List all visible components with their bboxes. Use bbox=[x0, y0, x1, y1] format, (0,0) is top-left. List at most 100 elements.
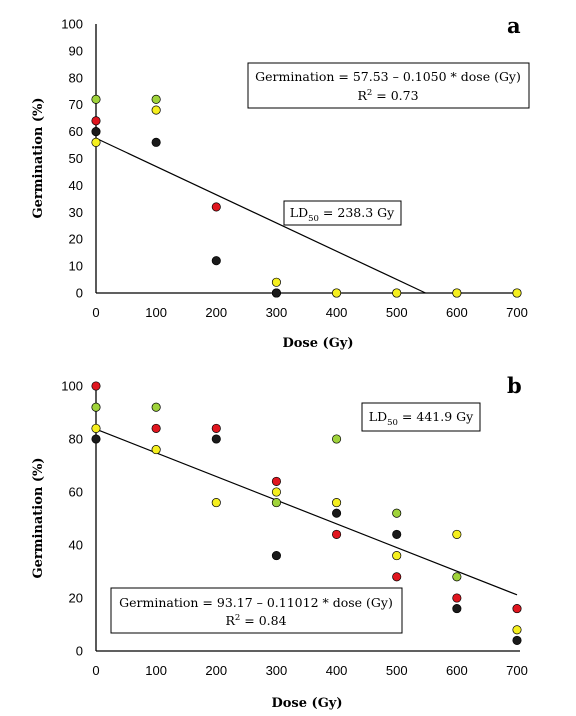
panel-b-y-title: Germination (%) bbox=[31, 457, 46, 578]
data-point-red bbox=[91, 381, 101, 391]
x-tick-label: 200 bbox=[205, 305, 227, 320]
data-point-red bbox=[271, 476, 281, 486]
panel-b-x-ticks: 0 100 200 300 400 500 600 700 bbox=[92, 663, 527, 678]
x-tick-label: 600 bbox=[446, 305, 468, 320]
data-point-green bbox=[452, 572, 462, 582]
data-point-red bbox=[211, 423, 221, 433]
panel-a-ld50-box: LD50 = 238.3 Gy bbox=[283, 200, 402, 226]
panel-b: b 0 20 40 60 80 100 0 100 200 300 400 500 600 700 LD… bbox=[31, 373, 528, 711]
y-tick-label: 60 bbox=[69, 124, 83, 139]
data-point-black bbox=[151, 137, 161, 147]
data-point-yellow bbox=[392, 288, 402, 298]
data-point-yellow bbox=[271, 487, 281, 497]
data-point-yellow bbox=[512, 288, 522, 298]
data-point-green bbox=[392, 508, 402, 518]
data-point-yellow bbox=[91, 137, 101, 147]
x-tick-label: 700 bbox=[506, 305, 528, 320]
x-tick-label: 600 bbox=[446, 663, 468, 678]
y-tick-label: 50 bbox=[69, 151, 83, 166]
data-point-red bbox=[512, 604, 522, 614]
panel-a-y-ticks: 0 10 20 30 40 50 60 70 80 90 100 bbox=[61, 17, 83, 301]
data-point-green bbox=[91, 94, 101, 104]
data-point-yellow bbox=[211, 498, 221, 508]
x-tick-label: 0 bbox=[92, 305, 99, 320]
y-tick-label: 20 bbox=[69, 232, 83, 247]
data-point-green bbox=[332, 434, 342, 444]
data-point-green bbox=[271, 498, 281, 508]
data-point-green bbox=[151, 402, 161, 412]
data-point-yellow bbox=[452, 288, 462, 298]
panel-a-y-title: Germination (%) bbox=[31, 97, 46, 218]
data-point-yellow bbox=[91, 423, 101, 433]
panel-b-fit-line bbox=[95, 428, 518, 596]
panel-b-equation-box: Germination = 93.17 – 0.11012 * dose (Gy… bbox=[110, 587, 403, 634]
y-tick-label: 100 bbox=[61, 379, 83, 394]
x-tick-label: 500 bbox=[386, 305, 408, 320]
panel-b-ld50: LD50 = 441.9 Gy bbox=[369, 409, 474, 428]
x-tick-label: 0 bbox=[92, 663, 99, 678]
y-tick-label: 90 bbox=[69, 43, 83, 58]
panel-b-r2: R2 = 0.84 bbox=[225, 613, 286, 628]
y-tick-label: 60 bbox=[69, 485, 83, 500]
data-point-red bbox=[91, 116, 101, 126]
x-tick-label: 300 bbox=[266, 663, 288, 678]
panel-a-x-title: Dose (Gy) bbox=[282, 336, 353, 351]
panel-a-points bbox=[91, 94, 522, 298]
y-tick-label: 40 bbox=[69, 538, 83, 553]
y-tick-label: 0 bbox=[76, 286, 83, 301]
x-tick-label: 100 bbox=[145, 663, 167, 678]
panel-b-letter: b bbox=[507, 373, 522, 398]
data-point-yellow bbox=[452, 529, 462, 539]
panel-b-ld50-box: LD50 = 441.9 Gy bbox=[361, 402, 481, 432]
y-tick-label: 80 bbox=[69, 70, 83, 85]
x-tick-label: 400 bbox=[326, 663, 348, 678]
data-point-black bbox=[392, 529, 402, 539]
data-point-black bbox=[271, 288, 281, 298]
data-point-green bbox=[151, 94, 161, 104]
panel-a: a 0 10 20 30 40 50 60 70 80 90 100 0 100 200 300 400 50… bbox=[31, 13, 530, 351]
data-point-black bbox=[211, 256, 221, 266]
data-point-black bbox=[271, 551, 281, 561]
panel-b-points bbox=[91, 381, 522, 645]
x-tick-label: 700 bbox=[506, 663, 528, 678]
data-point-red bbox=[452, 593, 462, 603]
data-point-black bbox=[91, 434, 101, 444]
data-point-red bbox=[151, 423, 161, 433]
x-tick-label: 500 bbox=[386, 663, 408, 678]
y-tick-label: 70 bbox=[69, 97, 83, 112]
y-tick-label: 80 bbox=[69, 432, 83, 447]
y-tick-label: 100 bbox=[61, 17, 83, 32]
data-point-yellow bbox=[332, 498, 342, 508]
panel-b-equation: Germination = 93.17 – 0.11012 * dose (Gy… bbox=[119, 595, 393, 610]
panel-a-letter: a bbox=[507, 13, 521, 38]
y-tick-label: 40 bbox=[69, 178, 83, 193]
data-point-yellow bbox=[512, 625, 522, 635]
data-point-black bbox=[91, 127, 101, 137]
panel-a-fit-line bbox=[95, 137, 426, 294]
panel-a-r2: R2 = 0.73 bbox=[357, 88, 418, 103]
data-point-yellow bbox=[271, 277, 281, 287]
y-tick-label: 20 bbox=[69, 591, 83, 606]
x-tick-label: 300 bbox=[266, 305, 288, 320]
panel-a-equation-box: Germination = 57.53 – 0.1050 * dose (Gy)… bbox=[247, 62, 530, 109]
data-point-yellow bbox=[151, 445, 161, 455]
data-point-black bbox=[512, 635, 522, 645]
panel-b-y-ticks: 0 20 40 60 80 100 bbox=[61, 379, 83, 659]
data-point-yellow bbox=[151, 105, 161, 115]
data-point-red bbox=[211, 202, 221, 212]
data-point-red bbox=[392, 572, 402, 582]
y-tick-label: 30 bbox=[69, 205, 83, 220]
x-tick-label: 100 bbox=[145, 305, 167, 320]
y-tick-label: 10 bbox=[69, 259, 83, 274]
panel-a-x-ticks: 0 100 200 300 400 500 600 700 bbox=[92, 305, 527, 320]
x-tick-label: 400 bbox=[326, 305, 348, 320]
x-tick-label: 200 bbox=[205, 663, 227, 678]
data-point-black bbox=[332, 508, 342, 518]
data-point-red bbox=[332, 529, 342, 539]
data-point-black bbox=[211, 434, 221, 444]
data-point-yellow bbox=[332, 288, 342, 298]
panel-a-equation: Germination = 57.53 – 0.1050 * dose (Gy) bbox=[255, 69, 521, 84]
panel-b-x-title: Dose (Gy) bbox=[271, 696, 342, 711]
data-point-black bbox=[452, 604, 462, 614]
